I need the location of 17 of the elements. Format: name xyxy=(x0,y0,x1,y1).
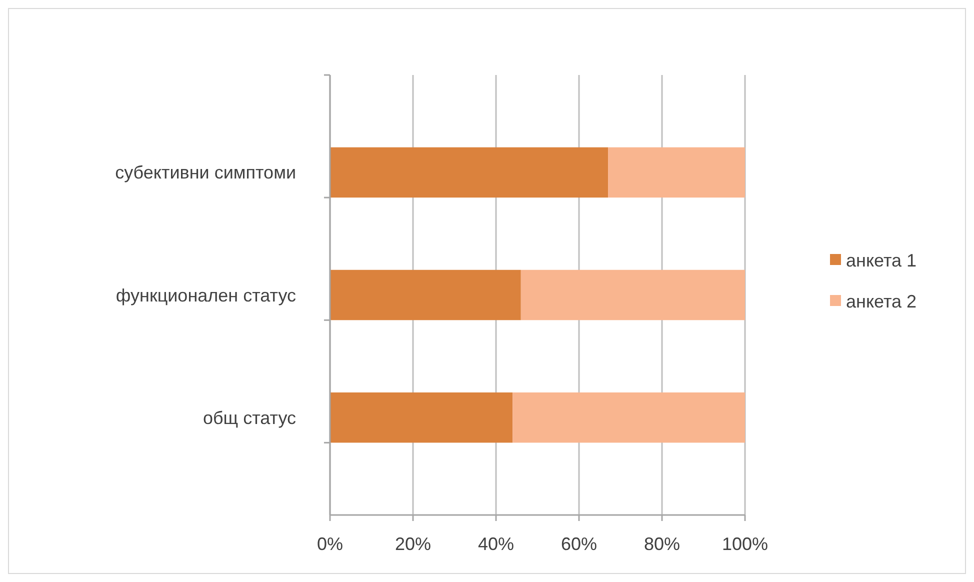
legend-label: анкета 2 xyxy=(846,291,917,312)
x-tick-label: 20% xyxy=(394,534,432,554)
y-tick-label: общ статус xyxy=(202,408,296,428)
bar xyxy=(608,147,745,198)
x-tick-label: 40% xyxy=(478,534,514,554)
bar xyxy=(330,392,513,443)
x-tick-label: 0% xyxy=(316,534,344,554)
legend-label: анкета 1 xyxy=(846,250,917,270)
bar xyxy=(520,270,745,320)
bar xyxy=(330,270,521,320)
bar xyxy=(512,392,745,443)
bar xyxy=(330,147,608,198)
y-tick-label: субективни симптоми xyxy=(115,162,296,183)
x-tick-label: 80% xyxy=(644,534,680,554)
x-tick-label: 60% xyxy=(560,534,598,554)
x-tick-label: 100% xyxy=(722,534,768,554)
y-tick-label: функционален статус xyxy=(116,285,296,306)
